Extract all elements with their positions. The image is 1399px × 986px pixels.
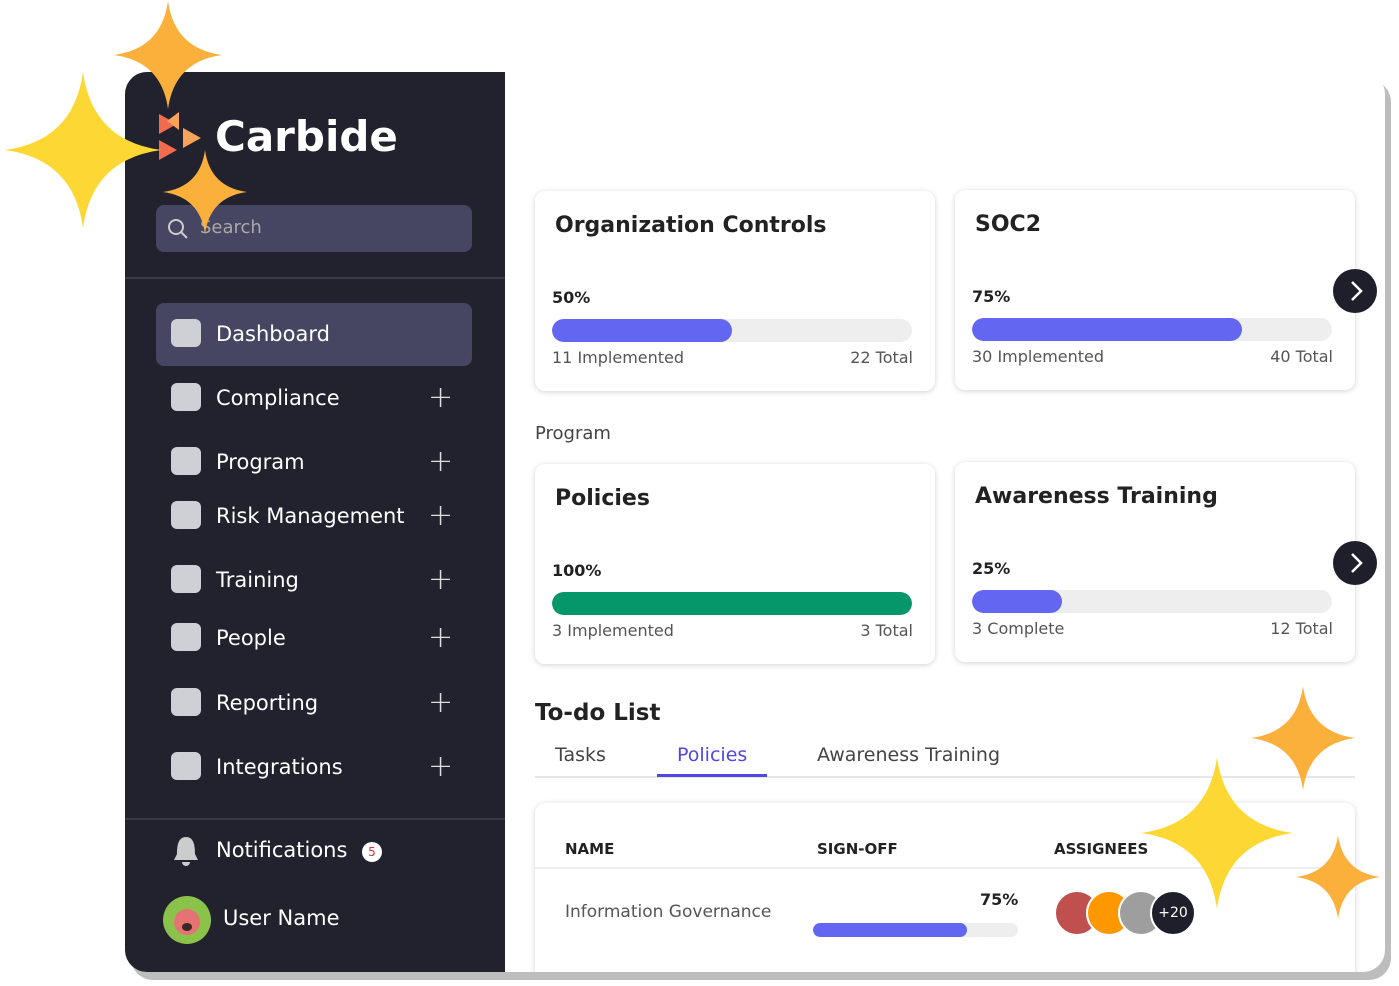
user-avatar[interactable] — [162, 895, 212, 945]
tab[interactable]: Awareness Training — [817, 744, 1001, 766]
nav-item[interactable]: Training — [216, 568, 299, 592]
done-label: 3 Complete — [972, 619, 1065, 638]
signoff-fill — [813, 923, 967, 937]
sparkle — [114, 1, 222, 109]
done-label: 30 Implemented — [972, 347, 1105, 366]
card-title: SOC2 — [975, 212, 1041, 237]
sidebar: Carbide Search Notifications 5 User Name… — [125, 72, 505, 972]
card-title: Organization Controls — [555, 213, 827, 238]
done-label: 3 Implemented — [552, 621, 674, 640]
progress-card: Policies 100% 3 Implemented 3 Total — [535, 464, 935, 664]
expand-button[interactable]: + — [428, 444, 454, 479]
tab-rule — [535, 776, 1355, 778]
expand-button[interactable]: + — [428, 380, 454, 415]
tab[interactable]: Tasks — [555, 744, 606, 766]
header-rule — [535, 867, 1355, 869]
progress-track — [552, 592, 912, 615]
percent-label: 25% — [972, 559, 1011, 578]
progress-fill — [552, 319, 732, 342]
progress-track — [972, 318, 1332, 341]
nav-icon — [171, 447, 201, 475]
sparkle — [5, 72, 161, 228]
sparkle — [163, 150, 247, 234]
notifications[interactable]: Notifications — [216, 838, 348, 862]
progress-fill — [972, 590, 1062, 613]
nav-item[interactable]: Dashboard — [216, 322, 330, 346]
notification-badge: 5 — [362, 842, 382, 862]
progress-fill — [552, 592, 912, 615]
app-window: Carbide Search Notifications 5 User Name… — [125, 72, 1385, 972]
todo-title: To-do List — [535, 700, 661, 726]
progress-card: Awareness Training 25% 3 Complete 12 Total — [955, 462, 1355, 662]
row-name[interactable]: Information Governance — [565, 902, 772, 922]
section-label: Program — [535, 423, 611, 444]
nav-icon — [171, 383, 201, 411]
divider — [125, 818, 505, 820]
expand-button[interactable]: + — [428, 562, 454, 597]
search-icon — [168, 219, 188, 239]
nav-item[interactable]: Integrations — [216, 755, 343, 779]
signoff-track — [813, 923, 1018, 937]
nav-item[interactable]: Program — [216, 450, 305, 474]
expand-button[interactable]: + — [428, 749, 454, 784]
nav-icon — [171, 623, 201, 651]
done-label: 11 Implemented — [552, 348, 685, 367]
nav-active-bg — [156, 303, 472, 366]
logo-mark — [159, 112, 201, 160]
total-label: 12 Total — [1270, 619, 1333, 638]
progress-card: Organization Controls 50% 11 Implemented 22… — [535, 191, 935, 391]
expand-button[interactable]: + — [428, 498, 454, 533]
brand: Carbide — [215, 112, 398, 161]
sparkle — [1296, 835, 1380, 919]
nav-icon — [171, 688, 201, 716]
progress-track — [972, 590, 1332, 613]
nav-item[interactable]: People — [216, 626, 286, 650]
next-button[interactable] — [1333, 541, 1377, 585]
column-header: SIGN-OFF — [817, 840, 898, 858]
signoff-label: 75% — [980, 890, 1019, 909]
user-name[interactable]: User Name — [223, 906, 340, 930]
search-placeholder: Search — [200, 217, 262, 238]
sparkle — [1141, 757, 1293, 909]
card-title: Awareness Training — [975, 484, 1218, 509]
tab-underline — [657, 774, 767, 777]
percent-label: 50% — [552, 288, 591, 307]
total-label: 3 Total — [860, 621, 913, 640]
nav-icon — [171, 319, 201, 347]
nav-icon — [171, 752, 201, 780]
column-header: ASSIGNEES — [1054, 840, 1149, 858]
progress-card: SOC2 75% 30 Implemented 40 Total — [955, 190, 1355, 390]
bell-icon — [174, 837, 198, 866]
next-button[interactable] — [1333, 269, 1377, 313]
nav-icon — [171, 565, 201, 593]
progress-fill — [972, 318, 1242, 341]
progress-track — [552, 319, 912, 342]
expand-button[interactable]: + — [428, 685, 454, 720]
percent-label: 100% — [552, 561, 602, 580]
nav-icon — [171, 501, 201, 529]
expand-button[interactable]: + — [428, 620, 454, 655]
card-title: Policies — [555, 486, 650, 511]
nav-item[interactable]: Compliance — [216, 386, 340, 410]
divider — [125, 277, 505, 279]
sparkle — [1251, 686, 1355, 790]
percent-label: 75% — [972, 287, 1011, 306]
total-label: 22 Total — [850, 348, 913, 367]
nav-item[interactable]: Risk Management — [216, 504, 405, 528]
total-label: 40 Total — [1270, 347, 1333, 366]
more-assignees: +20 — [1150, 890, 1196, 936]
nav-item[interactable]: Reporting — [216, 691, 319, 715]
column-header: NAME — [565, 840, 615, 858]
tab[interactable]: Policies — [677, 744, 748, 766]
